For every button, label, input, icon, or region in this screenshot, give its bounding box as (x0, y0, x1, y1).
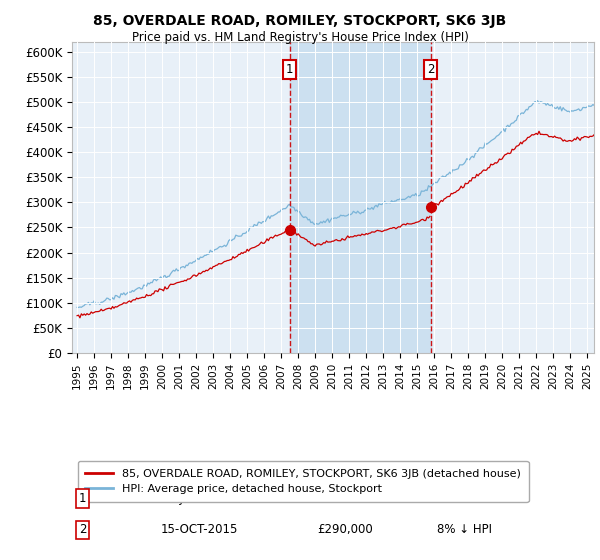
Text: £290,000: £290,000 (317, 524, 373, 536)
Text: 1: 1 (286, 63, 293, 76)
Text: 1: 1 (79, 492, 86, 505)
Text: 16% ↓ HPI: 16% ↓ HPI (437, 492, 500, 505)
Legend: 85, OVERDALE ROAD, ROMILEY, STOCKPORT, SK6 3JB (detached house), HPI: Average pr: 85, OVERDALE ROAD, ROMILEY, STOCKPORT, S… (77, 461, 529, 502)
Text: 03-JUL-2007: 03-JUL-2007 (161, 492, 233, 505)
Text: 15-OCT-2015: 15-OCT-2015 (161, 524, 238, 536)
Text: 8% ↓ HPI: 8% ↓ HPI (437, 524, 493, 536)
Text: 2: 2 (79, 524, 86, 536)
Bar (290, 42, 431, 353)
Text: 2: 2 (427, 63, 434, 76)
Text: Price paid vs. HM Land Registry's House Price Index (HPI): Price paid vs. HM Land Registry's House … (131, 31, 469, 44)
Text: 85, OVERDALE ROAD, ROMILEY, STOCKPORT, SK6 3JB: 85, OVERDALE ROAD, ROMILEY, STOCKPORT, S… (94, 14, 506, 28)
Text: £245,000: £245,000 (317, 492, 373, 505)
